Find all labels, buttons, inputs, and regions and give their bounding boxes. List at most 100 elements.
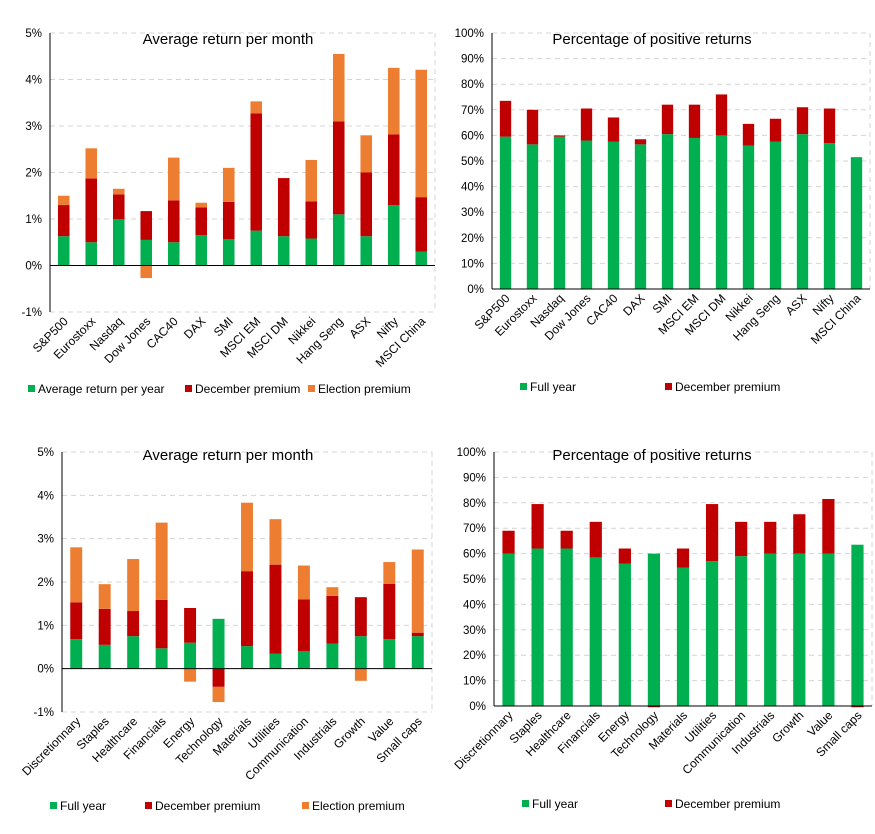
- bar-materials-election-premium: [241, 503, 253, 571]
- legend-swatch: [665, 800, 672, 807]
- bar-materials-december-premium: [677, 549, 689, 568]
- bar-small-caps-election-premium: [412, 550, 424, 633]
- y-tick-label: 0%: [467, 284, 484, 296]
- chart-panel-positive-returns-sectors: 0% 10% 20% 30% 40% 50% 60% 70% 80% 90% 100% Discret…: [440, 420, 875, 834]
- bar-financials-election-premium: [156, 523, 168, 600]
- bar-utilities-election-premium: [269, 519, 281, 564]
- bar-msci-china-full-year: [851, 157, 862, 289]
- bar-utilities-full-year: [269, 654, 281, 669]
- bar-hang-seng-december-premium: [333, 121, 345, 214]
- bar-value-full-year: [383, 639, 395, 668]
- legend-swatch: [520, 383, 527, 390]
- legend-swatch: [28, 385, 35, 392]
- x-tick-label: ASX: [783, 291, 810, 318]
- y-tick-label: 10%: [463, 676, 486, 688]
- bar-eurostoxx-average-return-per-year: [85, 242, 97, 265]
- bar-staples-december-premium: [532, 504, 544, 548]
- bar-financials-december-premium: [590, 522, 602, 558]
- bar-msci-em-average-return-per-year: [250, 231, 262, 266]
- y-tick-label: 60%: [463, 549, 486, 561]
- bar-healthcare-full-year: [561, 549, 573, 706]
- x-tick-label: Discretionnary: [19, 714, 83, 778]
- chart-panel-positive-returns-indices: 0% 10% 20% 30% 40% 50% 60% 70% 80% 90% 100% S&P500 E…: [440, 0, 875, 415]
- y-tick-label: 20%: [461, 233, 484, 245]
- y-tick-label: 1%: [25, 214, 42, 226]
- bar-technology-full-year: [213, 619, 225, 669]
- y-tick-label: 3%: [37, 534, 54, 546]
- y-tick-label: 50%: [463, 574, 486, 586]
- bar-s-p500-election-premium: [58, 196, 70, 205]
- y-tick-label: 70%: [461, 105, 484, 117]
- bar-nikkei-full-year: [743, 146, 754, 289]
- y-tick-label: 40%: [463, 599, 486, 611]
- bar-small-caps-full-year: [412, 636, 424, 669]
- y-tick-label: 30%: [463, 625, 486, 637]
- y-tick-label: 70%: [463, 523, 486, 535]
- y-tick-label: 60%: [461, 130, 484, 142]
- bar-value-full-year: [822, 554, 834, 706]
- bar-small-caps-december-premium: [412, 633, 424, 636]
- bar-nifty-average-return-per-year: [388, 205, 400, 265]
- bar-nifty-election-premium: [388, 68, 400, 134]
- bar-dow-jones-average-return-per-year: [140, 240, 152, 266]
- bar-communication-election-premium: [298, 566, 310, 600]
- bar-utilities-december-premium: [706, 504, 718, 561]
- bar-dax-december-premium: [635, 139, 646, 144]
- bar-cac40-december-premium: [608, 117, 619, 141]
- x-tick-label: Discretionnary: [452, 708, 516, 772]
- bar-hang-seng-average-return-per-year: [333, 214, 345, 265]
- bar-discretionnary-december-premium: [502, 531, 514, 554]
- chart-positive-returns-indices: 0%10%20%30%40%50%60%70%80%90%100%S&P500E…: [440, 0, 875, 415]
- y-tick-label: -1%: [34, 707, 54, 719]
- bar-value-election-premium: [383, 562, 395, 584]
- bar-dax-election-premium: [195, 203, 207, 208]
- bar-financials-december-premium: [156, 600, 168, 649]
- chart-avg-return-sectors: -1%0%1%2%3%4%5%DiscretionnaryStaplesHeal…: [0, 420, 440, 834]
- bar-cac40-average-return-per-year: [168, 242, 180, 265]
- bar-nifty-december-premium: [388, 134, 400, 205]
- bar-smi-average-return-per-year: [223, 239, 235, 266]
- bar-financials-full-year: [156, 648, 168, 668]
- bar-value-december-premium: [822, 499, 834, 554]
- bar-nasdaq-average-return-per-year: [113, 219, 125, 266]
- chart-title: Percentage of positive returns: [552, 447, 751, 464]
- bar-s-p500-december-premium: [58, 205, 70, 236]
- legend-label: Full year: [532, 797, 578, 811]
- y-tick-label: 90%: [463, 472, 486, 484]
- bar-cac40-election-premium: [168, 158, 180, 201]
- bar-dow-jones-december-premium: [140, 211, 152, 240]
- bar-smi-full-year: [662, 134, 673, 289]
- bar-eurostoxx-full-year: [527, 144, 538, 289]
- y-tick-label: 80%: [461, 79, 484, 91]
- bar-energy-december-premium: [184, 608, 196, 643]
- bar-smi-december-premium: [223, 202, 235, 239]
- bar-smi-election-premium: [223, 168, 235, 202]
- legend-swatch: [665, 383, 672, 390]
- bar-energy-election-premium: [184, 669, 196, 682]
- bar-nikkei-december-premium: [305, 201, 317, 238]
- bar-msci-em-december-premium: [250, 113, 262, 230]
- bar-growth-december-premium: [355, 597, 367, 636]
- bar-msci-dm-december-premium: [278, 178, 290, 236]
- x-tick-label: DAX: [181, 314, 208, 341]
- bar-nasdaq-election-premium: [113, 189, 125, 195]
- bar-asx-election-premium: [360, 135, 372, 172]
- legend-swatch: [308, 385, 315, 392]
- legend-label: Full year: [530, 380, 576, 394]
- bar-asx-average-return-per-year: [360, 236, 372, 265]
- x-tick-label: ASX: [346, 314, 373, 341]
- bar-energy-full-year: [184, 643, 196, 669]
- legend-label: December premium: [195, 382, 300, 396]
- bar-discretionnary-election-premium: [70, 547, 82, 602]
- bar-industrials-december-premium: [326, 596, 338, 644]
- legend-swatch: [522, 800, 529, 807]
- bar-dow-jones-december-premium: [581, 109, 592, 141]
- bar-materials-december-premium: [241, 571, 253, 646]
- legend-label: Average return per year: [38, 382, 165, 396]
- legend-label: December premium: [675, 797, 780, 811]
- bar-asx-full-year: [797, 134, 808, 289]
- y-tick-label: -1%: [22, 307, 42, 319]
- chart-avg-return-indices: -1%0%1%2%3%4%5%S&P500EurostoxxNasdaqDow …: [0, 0, 440, 415]
- bar-eurostoxx-december-premium: [527, 110, 538, 145]
- y-tick-label: 30%: [461, 207, 484, 219]
